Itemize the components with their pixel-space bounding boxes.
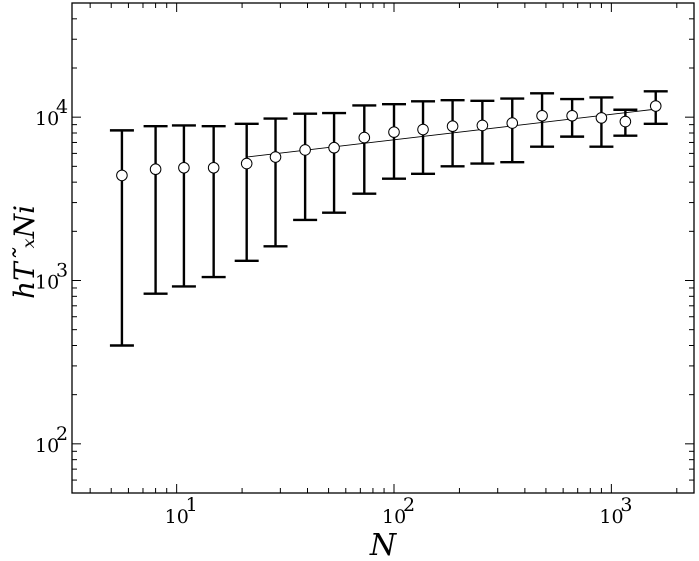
data-point [476,119,489,132]
data-point [649,100,662,112]
data-point [207,161,220,174]
fit-line [246,108,656,158]
data-point [328,141,340,154]
data-point [116,169,128,182]
data-point [299,144,311,156]
y-tick-label: 10 [35,435,59,457]
data-point [417,123,429,136]
data-point [240,157,253,170]
x-tick-exponent: 3 [620,494,632,516]
data-points [116,100,662,182]
y-tick-exponent: 4 [56,96,68,118]
data-point [536,109,548,122]
plot-frame [71,2,695,494]
data-point [595,112,608,124]
fit-line-group [246,108,656,158]
x-axis-title: N [369,528,398,561]
data-point [149,163,162,176]
axis-ticks [72,2,694,494]
y-tick-label: 10 [35,271,59,293]
data-point [358,131,371,144]
x-tick-exponent: 1 [186,494,198,516]
data-point [506,117,519,129]
x-tick-label: 10 [165,506,189,528]
error-bars [109,90,668,347]
y-tick-label: 10 [35,108,59,130]
y-tick-exponent: 3 [56,259,68,281]
data-point [619,115,632,128]
x-tick-label: 10 [382,506,406,528]
x-tick-exponent: 2 [403,494,415,516]
x-tick-label: 10 [599,506,623,528]
data-point [388,126,400,138]
data-point [269,151,282,163]
data-point [178,161,190,174]
y-tick-exponent: 2 [56,423,68,445]
y-axis-title: hT˜ₓNi [8,205,41,299]
data-point [566,109,578,122]
data-point [446,120,459,133]
